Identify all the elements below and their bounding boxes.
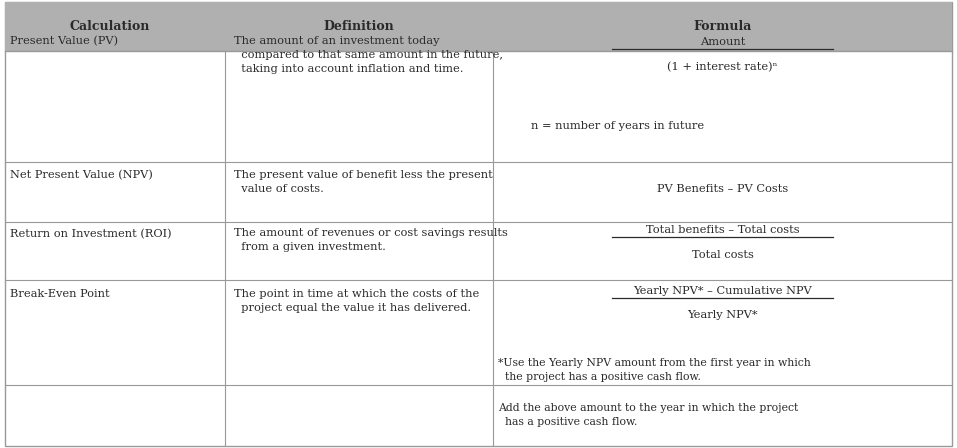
Text: The amount of an investment today
  compared to that same amount in the future,
: The amount of an investment today compar…: [234, 36, 503, 74]
Text: Return on Investment (ROI): Return on Investment (ROI): [10, 228, 171, 239]
FancyBboxPatch shape: [5, 2, 952, 446]
Text: Amount: Amount: [700, 37, 746, 47]
Text: Present Value (PV): Present Value (PV): [10, 36, 118, 46]
Text: Calculation: Calculation: [70, 20, 150, 33]
Text: Total costs: Total costs: [692, 250, 753, 260]
Text: n = number of years in future: n = number of years in future: [531, 121, 704, 131]
Text: Yearly NPV* – Cumulative NPV: Yearly NPV* – Cumulative NPV: [634, 286, 812, 296]
FancyBboxPatch shape: [5, 2, 952, 51]
Text: (1 + interest rate)ⁿ: (1 + interest rate)ⁿ: [667, 62, 778, 72]
Text: PV Benefits – PV Costs: PV Benefits – PV Costs: [657, 184, 789, 194]
Text: Break-Even Point: Break-Even Point: [10, 289, 109, 299]
Text: The point in time at which the costs of the
  project equal the value it has del: The point in time at which the costs of …: [234, 289, 479, 313]
Text: Net Present Value (NPV): Net Present Value (NPV): [10, 170, 152, 181]
Text: Yearly NPV*: Yearly NPV*: [687, 310, 758, 320]
Text: Add the above amount to the year in which the project
  has a positive cash flow: Add the above amount to the year in whic…: [498, 403, 798, 427]
Text: Total benefits – Total costs: Total benefits – Total costs: [646, 225, 799, 235]
Text: Definition: Definition: [323, 20, 394, 33]
Text: The amount of revenues or cost savings results
  from a given investment.: The amount of revenues or cost savings r…: [234, 228, 508, 253]
Text: *Use the Yearly NPV amount from the first year in which
  the project has a posi: *Use the Yearly NPV amount from the firs…: [498, 358, 811, 382]
Text: The present value of benefit less the present
  value of costs.: The present value of benefit less the pr…: [234, 170, 493, 194]
Text: Formula: Formula: [694, 20, 751, 33]
